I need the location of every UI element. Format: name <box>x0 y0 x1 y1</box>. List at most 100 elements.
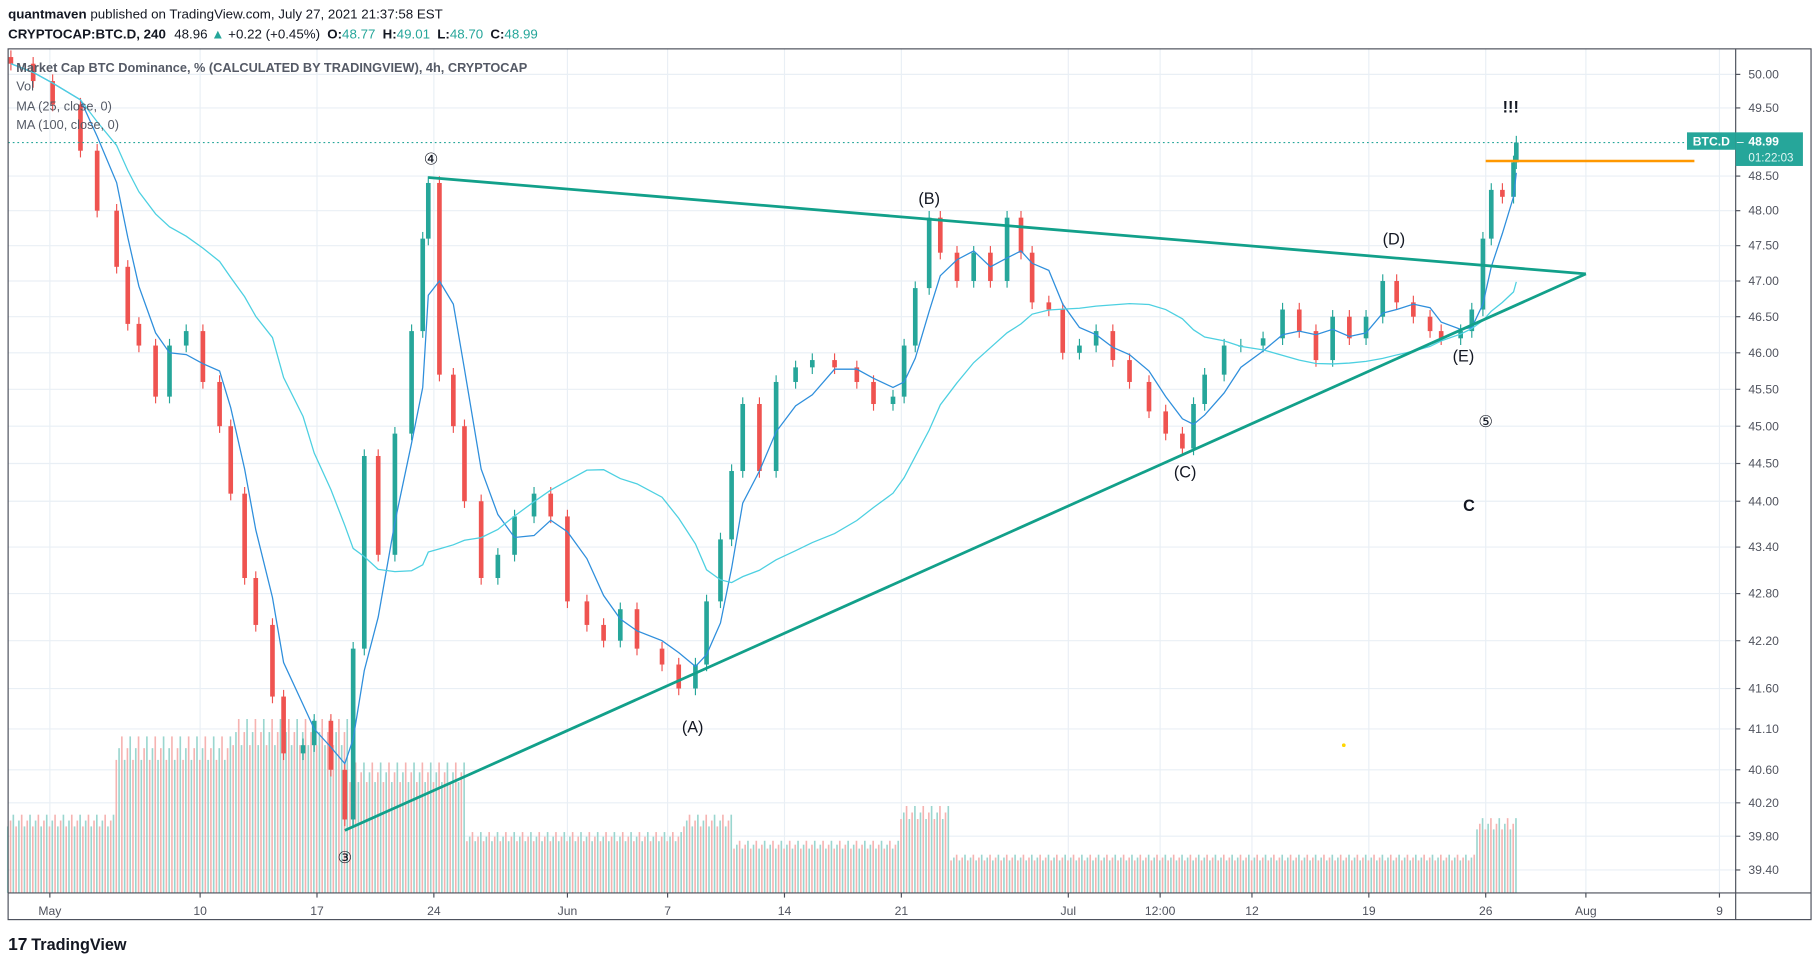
wave-label: (D) <box>1383 230 1406 248</box>
volume-bar <box>955 854 958 893</box>
candles <box>8 50 1519 827</box>
volume-bar <box>633 841 635 893</box>
volume-bar <box>861 844 863 893</box>
candle-body <box>1363 316 1369 339</box>
volume-bar <box>599 841 602 893</box>
volume-bar <box>352 772 354 893</box>
volume-bar <box>162 736 165 893</box>
volume-bar <box>1270 857 1272 893</box>
price-tick-label: 43.40 <box>1748 540 1779 554</box>
volume-bar <box>502 836 504 893</box>
volume-bar <box>1401 860 1403 893</box>
volume-bar <box>677 836 680 893</box>
drawings[interactable] <box>8 141 1736 832</box>
volume-bar <box>761 844 763 893</box>
candle-body <box>1469 309 1475 332</box>
tradingview-logo[interactable]: 17 TradingView <box>8 934 127 954</box>
volume-bar <box>371 762 374 893</box>
candle-body <box>1093 331 1099 346</box>
volume-bar <box>1250 860 1253 893</box>
volume-bar <box>1122 854 1125 893</box>
time-axis[interactable]: May 10 17 24 Jun 7 14 21 Jul 12:00 12 19 26 Aug 9 <box>38 892 1723 918</box>
volume-bar <box>1339 854 1342 893</box>
volume-bar <box>1086 857 1089 893</box>
volume-bar <box>232 745 234 893</box>
volume-bar <box>724 826 727 893</box>
volume-bar <box>1225 860 1228 893</box>
volume-bar <box>797 840 799 893</box>
volume-bar <box>685 820 688 893</box>
volume-bar <box>1239 854 1242 893</box>
volume-bar <box>1281 854 1284 893</box>
time-tick-label: 26 <box>1479 904 1493 918</box>
candle-body <box>1500 189 1505 197</box>
open-label: O: <box>327 26 342 41</box>
volume-bar <box>1317 860 1320 893</box>
volume-bar <box>466 841 468 893</box>
candle-body <box>1488 189 1494 239</box>
upper-trendline[interactable] <box>428 176 1586 276</box>
volume-bar <box>705 814 708 893</box>
volume-bar <box>1306 854 1309 893</box>
volume-bar <box>1478 823 1481 893</box>
volume-bar <box>864 840 866 893</box>
volume-bar <box>855 840 858 893</box>
volume-bar <box>1106 854 1108 893</box>
lower-trendline[interactable] <box>344 272 1587 832</box>
volume-bar <box>37 814 40 893</box>
volume-bar <box>1300 860 1303 893</box>
volume-bar <box>290 745 293 893</box>
volume-bar <box>794 844 797 893</box>
low-value: 48.70 <box>450 26 483 41</box>
candle-body <box>392 433 398 555</box>
volume-bar <box>1334 860 1336 893</box>
time-tick-label: 19 <box>1362 904 1376 918</box>
volume-bar <box>1161 857 1164 893</box>
candle-body <box>1180 433 1185 449</box>
volume-bar <box>257 745 260 893</box>
volume-bar <box>1094 857 1097 893</box>
volume-bar <box>869 844 872 893</box>
time-tick-label: 21 <box>895 904 909 918</box>
volume-bar <box>427 772 429 893</box>
volume-bar <box>146 736 148 893</box>
volume-bar <box>1114 854 1117 893</box>
volume-bar <box>123 759 126 893</box>
volume-bar <box>591 841 593 893</box>
volume-bar <box>691 826 694 893</box>
candle-body <box>342 769 348 820</box>
volume-bar <box>1209 860 1211 893</box>
price-axis[interactable]: 50.00 49.50 48.50 48.00 47.50 47.00 46.50 46.00… <box>1735 67 1779 877</box>
volume-bar <box>274 745 276 893</box>
volume-bar <box>15 826 17 893</box>
volume-bar <box>20 814 23 893</box>
volume-bar <box>524 841 527 893</box>
volume-bar <box>148 759 151 893</box>
volume-bar <box>1501 829 1503 893</box>
volume-bar <box>365 782 368 893</box>
legend-vol[interactable]: Vol <box>16 79 34 94</box>
volume-bar <box>143 748 145 893</box>
volume-bar <box>883 848 886 893</box>
volume-bar <box>441 782 443 893</box>
volume-bar <box>989 854 991 893</box>
publish-info: published on TradingView.com, July 27, 2… <box>90 7 442 22</box>
volume-bar <box>482 841 485 893</box>
volume-bar <box>54 814 56 893</box>
volume-bar <box>1153 857 1156 893</box>
candle-body <box>153 345 158 397</box>
volume-bar <box>1047 854 1050 893</box>
volume-bar <box>1039 854 1041 893</box>
volume-bar <box>215 759 218 893</box>
volume-bar <box>1259 860 1261 893</box>
legend-ma25[interactable]: MA (25, close, 0) <box>16 98 112 113</box>
volume-bar <box>741 848 744 893</box>
legend-ma100[interactable]: MA (100, close, 0) <box>16 117 119 132</box>
volume-bar <box>1451 860 1453 893</box>
candle-body <box>740 404 746 472</box>
volume-bar <box>449 782 452 893</box>
volume-bar <box>624 841 627 893</box>
price-tick-label: 46.00 <box>1748 346 1779 360</box>
author[interactable]: quantmaven <box>8 7 87 22</box>
candle-body <box>420 238 426 332</box>
